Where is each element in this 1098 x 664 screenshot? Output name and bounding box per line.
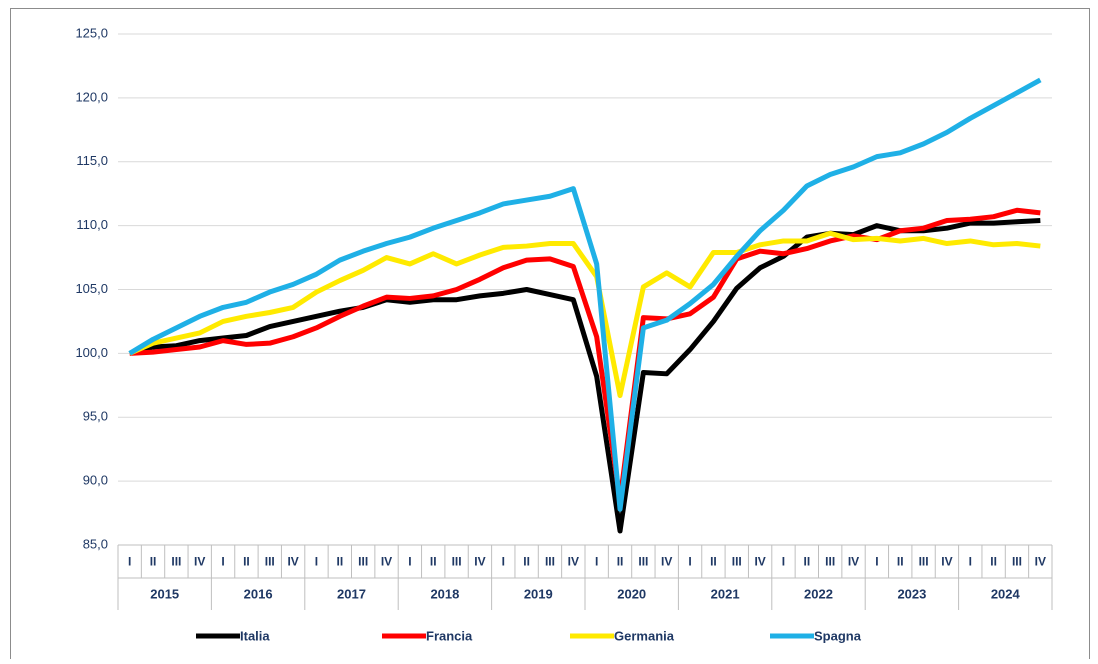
x-tick-label: IV bbox=[287, 555, 298, 569]
year-label: 2020 bbox=[617, 586, 646, 601]
x-tick-label: I bbox=[875, 555, 878, 569]
y-tick-label: 110,0 bbox=[76, 217, 108, 232]
year-label: 2016 bbox=[244, 586, 273, 601]
series-line bbox=[128, 230, 1041, 399]
x-tick-label: II bbox=[710, 555, 717, 569]
x-tick-label: II bbox=[990, 555, 997, 569]
year-label: 2017 bbox=[337, 586, 366, 601]
x-tick-label: IV bbox=[194, 555, 205, 569]
x-tick-label: III bbox=[638, 555, 648, 569]
year-label: 2018 bbox=[430, 586, 459, 601]
y-tick-label: 115,0 bbox=[76, 153, 108, 168]
x-tick-label: I bbox=[969, 555, 972, 569]
series-line bbox=[129, 207, 1041, 503]
y-tick-label: 120,0 bbox=[75, 89, 108, 104]
x-tick-label: II bbox=[430, 555, 437, 569]
x-tick-label: IV bbox=[381, 555, 392, 569]
x-tick-label: II bbox=[617, 555, 624, 569]
y-tick-label: 125,0 bbox=[75, 25, 108, 40]
x-tick-label: I bbox=[221, 555, 224, 569]
x-tick-label: III bbox=[919, 555, 929, 569]
y-tick-label: 90,0 bbox=[83, 473, 108, 488]
x-tick-label: I bbox=[408, 555, 411, 569]
x-tick-label: III bbox=[171, 555, 181, 569]
x-tick-label: IV bbox=[754, 555, 765, 569]
x-tick-label: I bbox=[502, 555, 505, 569]
x-tick-label: III bbox=[1012, 555, 1022, 569]
x-tick-label: II bbox=[897, 555, 904, 569]
x-tick-label: IV bbox=[474, 555, 485, 569]
x-tick-label: III bbox=[265, 555, 275, 569]
x-tick-label: I bbox=[688, 555, 691, 569]
x-tick-label: III bbox=[732, 555, 742, 569]
legend-label: Germania bbox=[614, 628, 675, 643]
y-tick-label: 95,0 bbox=[83, 409, 108, 424]
x-tick-label: IV bbox=[1035, 555, 1046, 569]
x-tick-label: I bbox=[128, 555, 131, 569]
year-label: 2019 bbox=[524, 586, 553, 601]
x-tick-label: II bbox=[803, 555, 810, 569]
x-tick-label: IV bbox=[568, 555, 579, 569]
x-tick-label: III bbox=[452, 555, 462, 569]
year-label: 2021 bbox=[711, 586, 740, 601]
series-line bbox=[128, 77, 1042, 512]
x-tick-label: I bbox=[315, 555, 318, 569]
x-tick-label: II bbox=[336, 555, 343, 569]
legend-label: Spagna bbox=[814, 628, 862, 643]
x-tick-label: I bbox=[595, 555, 598, 569]
x-tick-label: IV bbox=[661, 555, 672, 569]
year-label: 2023 bbox=[897, 586, 926, 601]
x-tick-label: II bbox=[523, 555, 530, 569]
year-label: 2015 bbox=[150, 586, 179, 601]
y-tick-label: 85,0 bbox=[83, 536, 108, 551]
x-tick-label: II bbox=[243, 555, 250, 569]
y-tick-label: 105,0 bbox=[75, 281, 108, 296]
legend-label: Italia bbox=[240, 628, 270, 643]
x-tick-label: IV bbox=[848, 555, 859, 569]
x-tick-label: I bbox=[782, 555, 785, 569]
year-label: 2022 bbox=[804, 586, 833, 601]
x-tick-label: III bbox=[825, 555, 835, 569]
x-tick-label: III bbox=[358, 555, 368, 569]
x-tick-label: IV bbox=[941, 555, 952, 569]
legend-label: Francia bbox=[426, 628, 473, 643]
x-tick-label: II bbox=[150, 555, 157, 569]
series-line bbox=[129, 218, 1041, 534]
x-tick-label: III bbox=[545, 555, 555, 569]
year-label: 2024 bbox=[991, 586, 1021, 601]
y-tick-label: 100,0 bbox=[75, 345, 108, 360]
